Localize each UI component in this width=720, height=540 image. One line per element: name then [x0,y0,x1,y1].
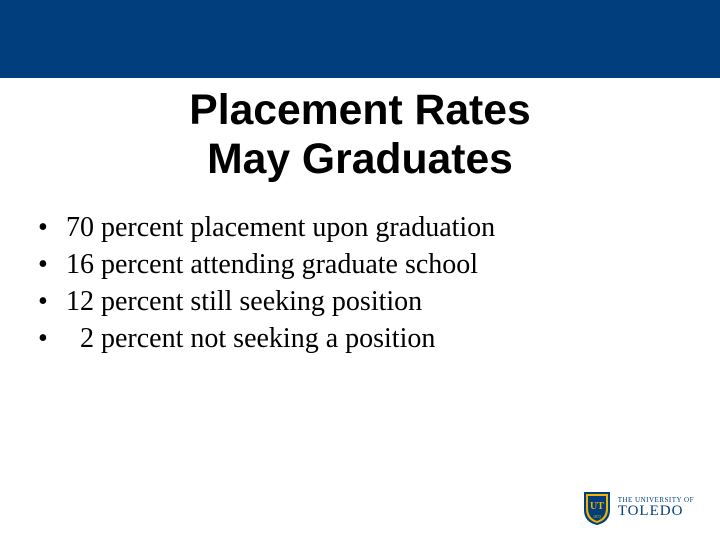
list-item: 2 percent not seeking a position [38,321,720,358]
logo-big-text: TOLEDO [618,504,694,519]
title-line-1: Placement Rates [0,86,720,135]
header-band [0,0,720,78]
shield-icon: UT 1872 [582,490,612,526]
logo-text: THE UNIVERSITY OF TOLEDO [618,497,694,519]
title-line-2: May Graduates [0,135,720,184]
shield-year: 1872 [593,514,601,519]
bullet-text: 70 percent placement upon graduation [66,212,495,243]
bullet-text: 2 percent not seeking a position [66,323,435,354]
bullet-text: 16 percent attending graduate school [66,249,478,280]
list-item: 12 percent still seeking position [38,284,720,321]
shield-monogram: UT [590,501,604,512]
list-item: 16 percent attending graduate school [38,247,720,284]
bullet-text: 12 percent still seeking position [66,286,422,317]
university-logo: UT 1872 THE UNIVERSITY OF TOLEDO [582,490,694,526]
bullet-list: 70 percent placement upon graduation 16 … [38,210,720,358]
list-item: 70 percent placement upon graduation [38,210,720,247]
slide-title: Placement Rates May Graduates [0,86,720,184]
